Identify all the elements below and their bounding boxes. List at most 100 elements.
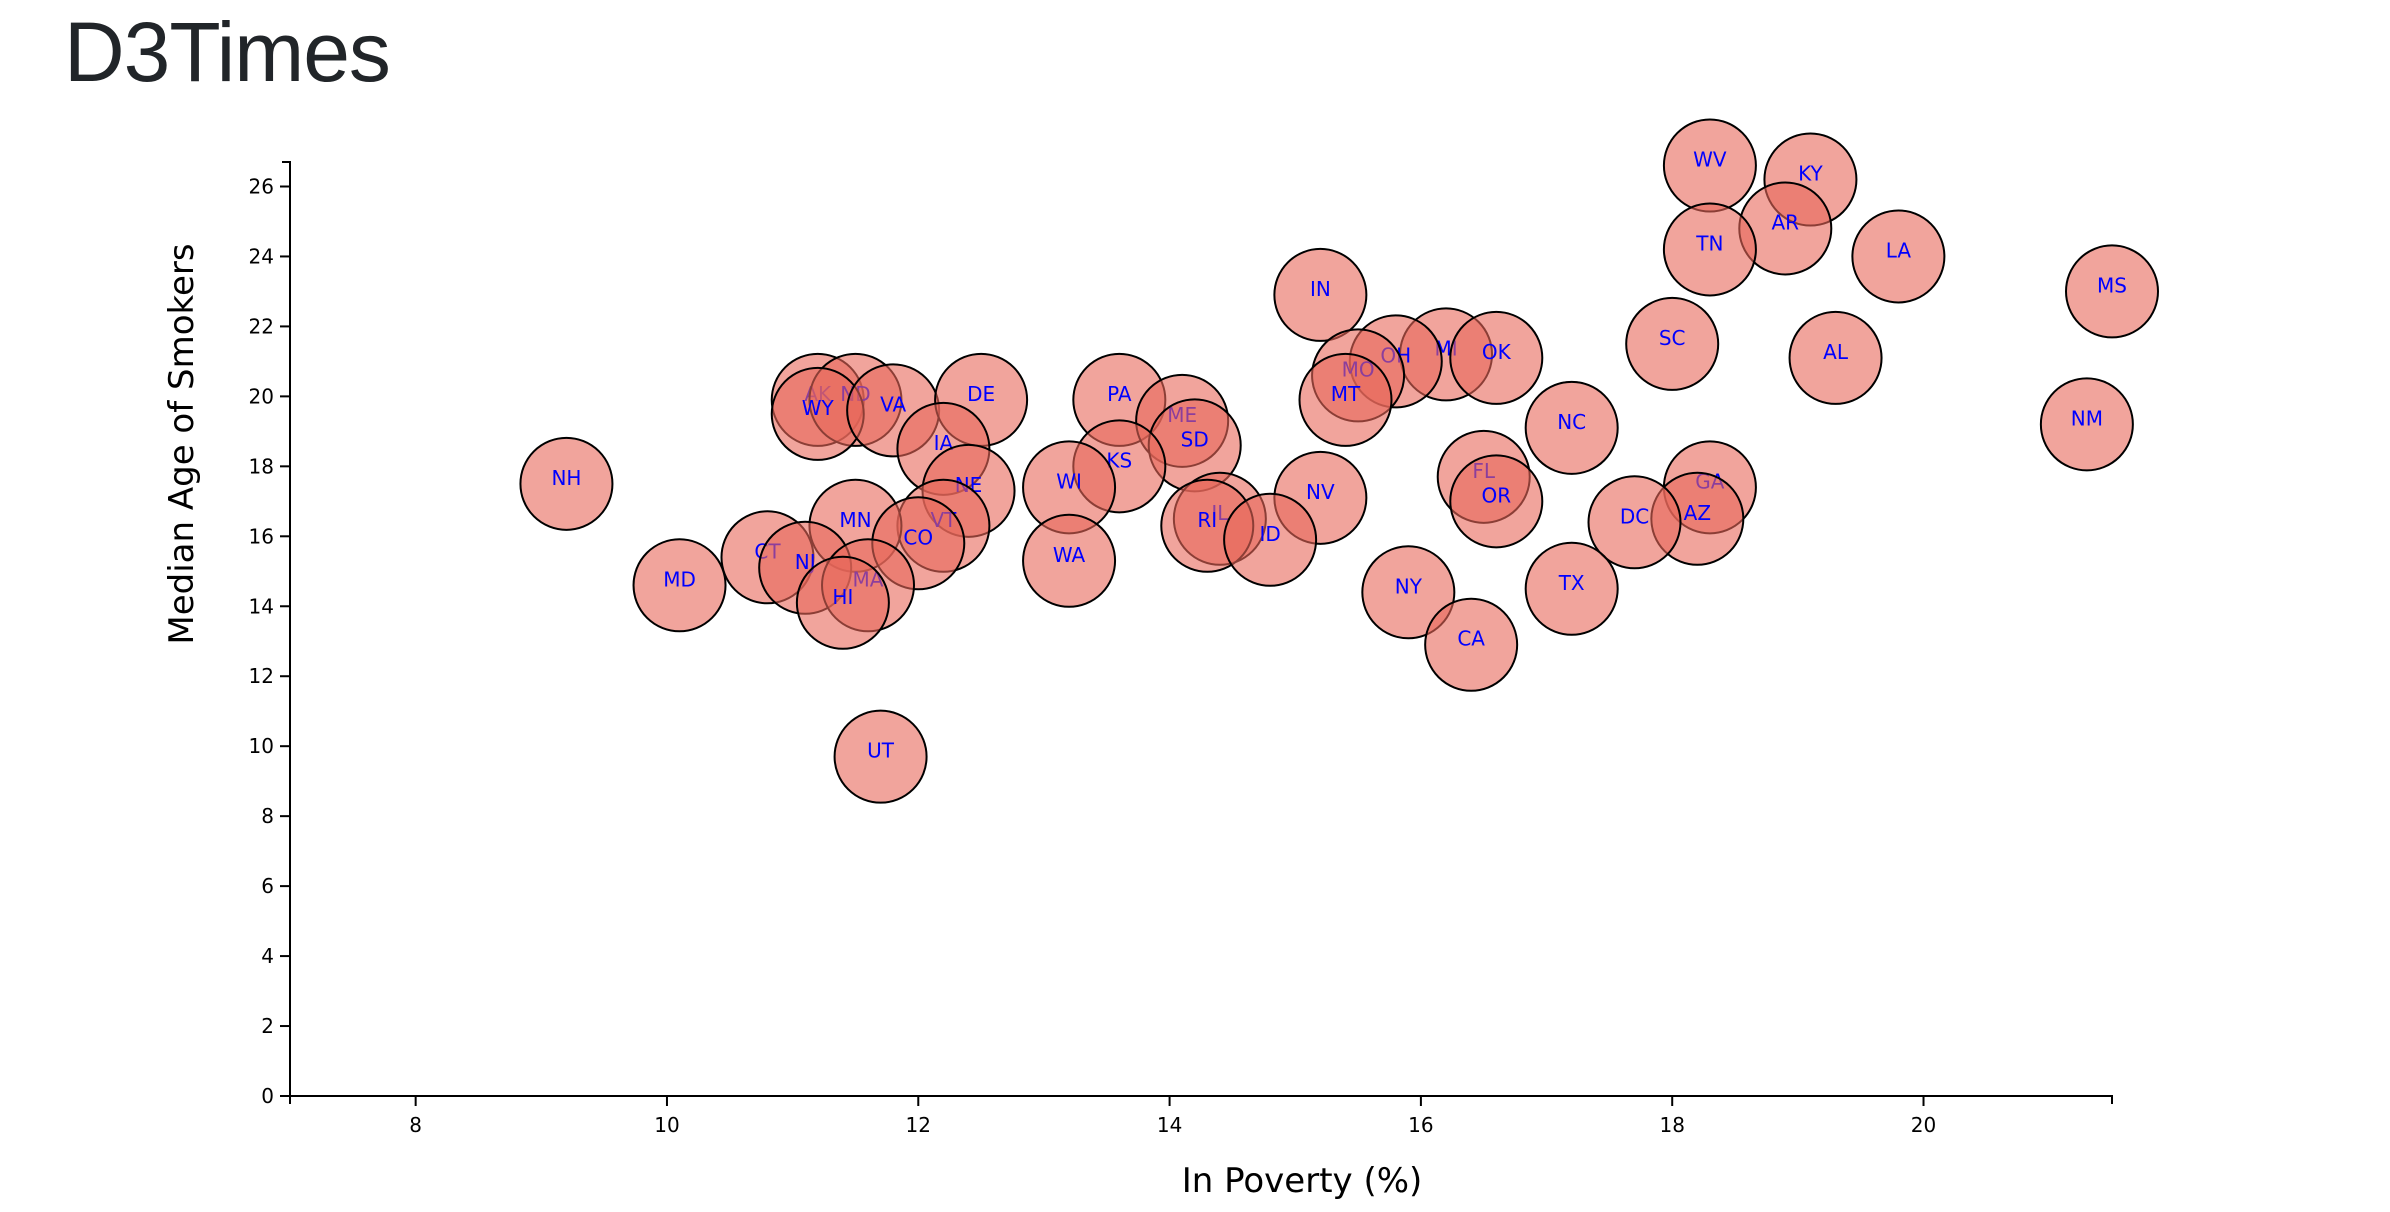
bubble-nm <box>2039 377 2134 472</box>
bubble-label-or: OR <box>1481 483 1511 507</box>
x-tick-10: 10 <box>654 1096 680 1137</box>
bubble-label-wy: WY <box>802 396 835 420</box>
y-axis-title: Median Age of Smokers <box>162 243 202 644</box>
x-tick-12: 12 <box>906 1096 931 1137</box>
x-axis-title: In Poverty (%) <box>1182 1161 1423 1201</box>
bubble-label-md: MD <box>663 567 696 591</box>
page-title: D3Times <box>64 5 391 99</box>
data-point-ny: NY <box>1361 545 1456 640</box>
x-tick-label: 10 <box>654 1113 679 1137</box>
bubble-nc <box>1524 380 1619 475</box>
data-point-ms: MS <box>2065 244 2159 339</box>
y-tick-20: 20 <box>249 384 290 408</box>
bubble-label-de: DE <box>967 382 995 406</box>
y-tick-label: 2 <box>261 1014 274 1038</box>
y-tick-label: 4 <box>261 944 274 968</box>
bubble-wa <box>1022 513 1117 608</box>
bubble-label-mn: MN <box>839 508 871 532</box>
y-tick-10: 10 <box>249 734 290 758</box>
y-tick-8: 8 <box>261 804 290 828</box>
bubble-label-nc: NC <box>1557 410 1586 434</box>
x-tick-label: 20 <box>1911 1113 1936 1137</box>
y-tick-22: 22 <box>249 314 290 338</box>
data-point-md: MD <box>632 538 727 633</box>
x-tick-label: 12 <box>906 1113 931 1137</box>
bubble-ok <box>1449 310 1544 405</box>
data-point-wy: WY <box>770 366 865 461</box>
y-tick-label: 18 <box>249 454 274 478</box>
bubble-label-ky: KY <box>1798 161 1823 185</box>
data-point-ok: OK <box>1449 310 1544 405</box>
bubble-label-tx: TX <box>1558 571 1585 595</box>
x-tick-label: 16 <box>1408 1113 1433 1137</box>
y-tick-14: 14 <box>249 594 290 618</box>
data-point-wv: WV <box>1662 118 1757 213</box>
data-point-la: LA <box>1851 209 1946 304</box>
bubble-label-ms: MS <box>2097 273 2127 297</box>
bubble-label-ri: RI <box>1197 508 1217 532</box>
data-point-tx: TX <box>1524 541 1619 636</box>
y-tick-label: 26 <box>249 174 274 198</box>
x-tick-20: 20 <box>1911 1096 1936 1137</box>
plot-area: WVKYARTNLAMSINSCALMIOKOHMOMTNCNMAKNDWYVA… <box>519 118 2159 804</box>
data-point-tn: TN <box>1662 202 1757 297</box>
y-tick-6: 6 <box>261 874 290 898</box>
data-point-ut: UT <box>833 709 928 804</box>
bubble-al <box>1788 310 1883 405</box>
bubble-label-id: ID <box>1259 522 1280 546</box>
y-tick-16: 16 <box>249 524 290 548</box>
y-tick-24: 24 <box>249 244 290 268</box>
y-tick-label: 6 <box>261 874 274 898</box>
data-point-or: OR <box>1449 454 1544 549</box>
x-tick-16: 16 <box>1408 1096 1434 1137</box>
x-axis-line <box>289 1095 2113 1104</box>
data-point-ca: CA <box>1424 597 1519 692</box>
x-tick-14: 14 <box>1157 1096 1182 1137</box>
bubble-label-al: AL <box>1823 340 1849 364</box>
bubble-label-wa: WA <box>1053 543 1086 567</box>
bubble-label-mt: MT <box>1331 382 1361 406</box>
data-point-dc: DC <box>1587 475 1682 570</box>
y-tick-label: 8 <box>261 804 274 828</box>
bubble-label-ok: OK <box>1482 340 1512 364</box>
bubble-label-la: LA <box>1886 238 1912 262</box>
bubble-label-wv: WV <box>1693 147 1727 171</box>
bubble-label-wi: WI <box>1056 469 1082 493</box>
bubble-or <box>1449 454 1544 549</box>
y-tick-4: 4 <box>261 944 290 968</box>
bubble-ms <box>2065 244 2159 339</box>
bubble-label-va: VA <box>880 392 906 416</box>
bubble-ca <box>1424 597 1519 692</box>
bubble-label-nh: NH <box>551 466 581 490</box>
bubble-label-ny: NY <box>1395 574 1423 598</box>
bubble-sc <box>1625 296 1720 391</box>
y-tick-label: 12 <box>249 664 274 688</box>
bubble-tn <box>1662 202 1757 297</box>
x-tick-label: 14 <box>1157 1113 1182 1137</box>
bubble-hi <box>795 555 890 650</box>
bubble-label-sc: SC <box>1659 326 1686 350</box>
x-tick-18: 18 <box>1659 1096 1685 1137</box>
y-tick-label: 10 <box>249 734 274 758</box>
y-tick-label: 24 <box>249 244 274 268</box>
bubble-label-pa: PA <box>1107 382 1132 406</box>
bubble-nh <box>519 436 614 531</box>
data-point-sc: SC <box>1625 296 1720 391</box>
y-tick-label: 14 <box>249 594 274 618</box>
data-point-nm: NM <box>2039 377 2134 472</box>
bubble-label-ar: AR <box>1772 210 1800 234</box>
bubble-id <box>1223 492 1318 587</box>
data-point-nh: NH <box>519 436 614 531</box>
data-point-mt: MT <box>1298 352 1393 447</box>
bubble-ny <box>1361 545 1456 640</box>
bubble-label-az: AZ <box>1684 501 1711 525</box>
data-point-al: AL <box>1788 310 1883 405</box>
bubble-ut <box>833 709 928 804</box>
x-tick-label: 18 <box>1659 1113 1684 1137</box>
data-point-id: ID <box>1223 492 1318 587</box>
bubble-label-in: IN <box>1310 277 1331 301</box>
data-point-wa: WA <box>1022 513 1117 608</box>
y-tick-label: 20 <box>249 384 274 408</box>
